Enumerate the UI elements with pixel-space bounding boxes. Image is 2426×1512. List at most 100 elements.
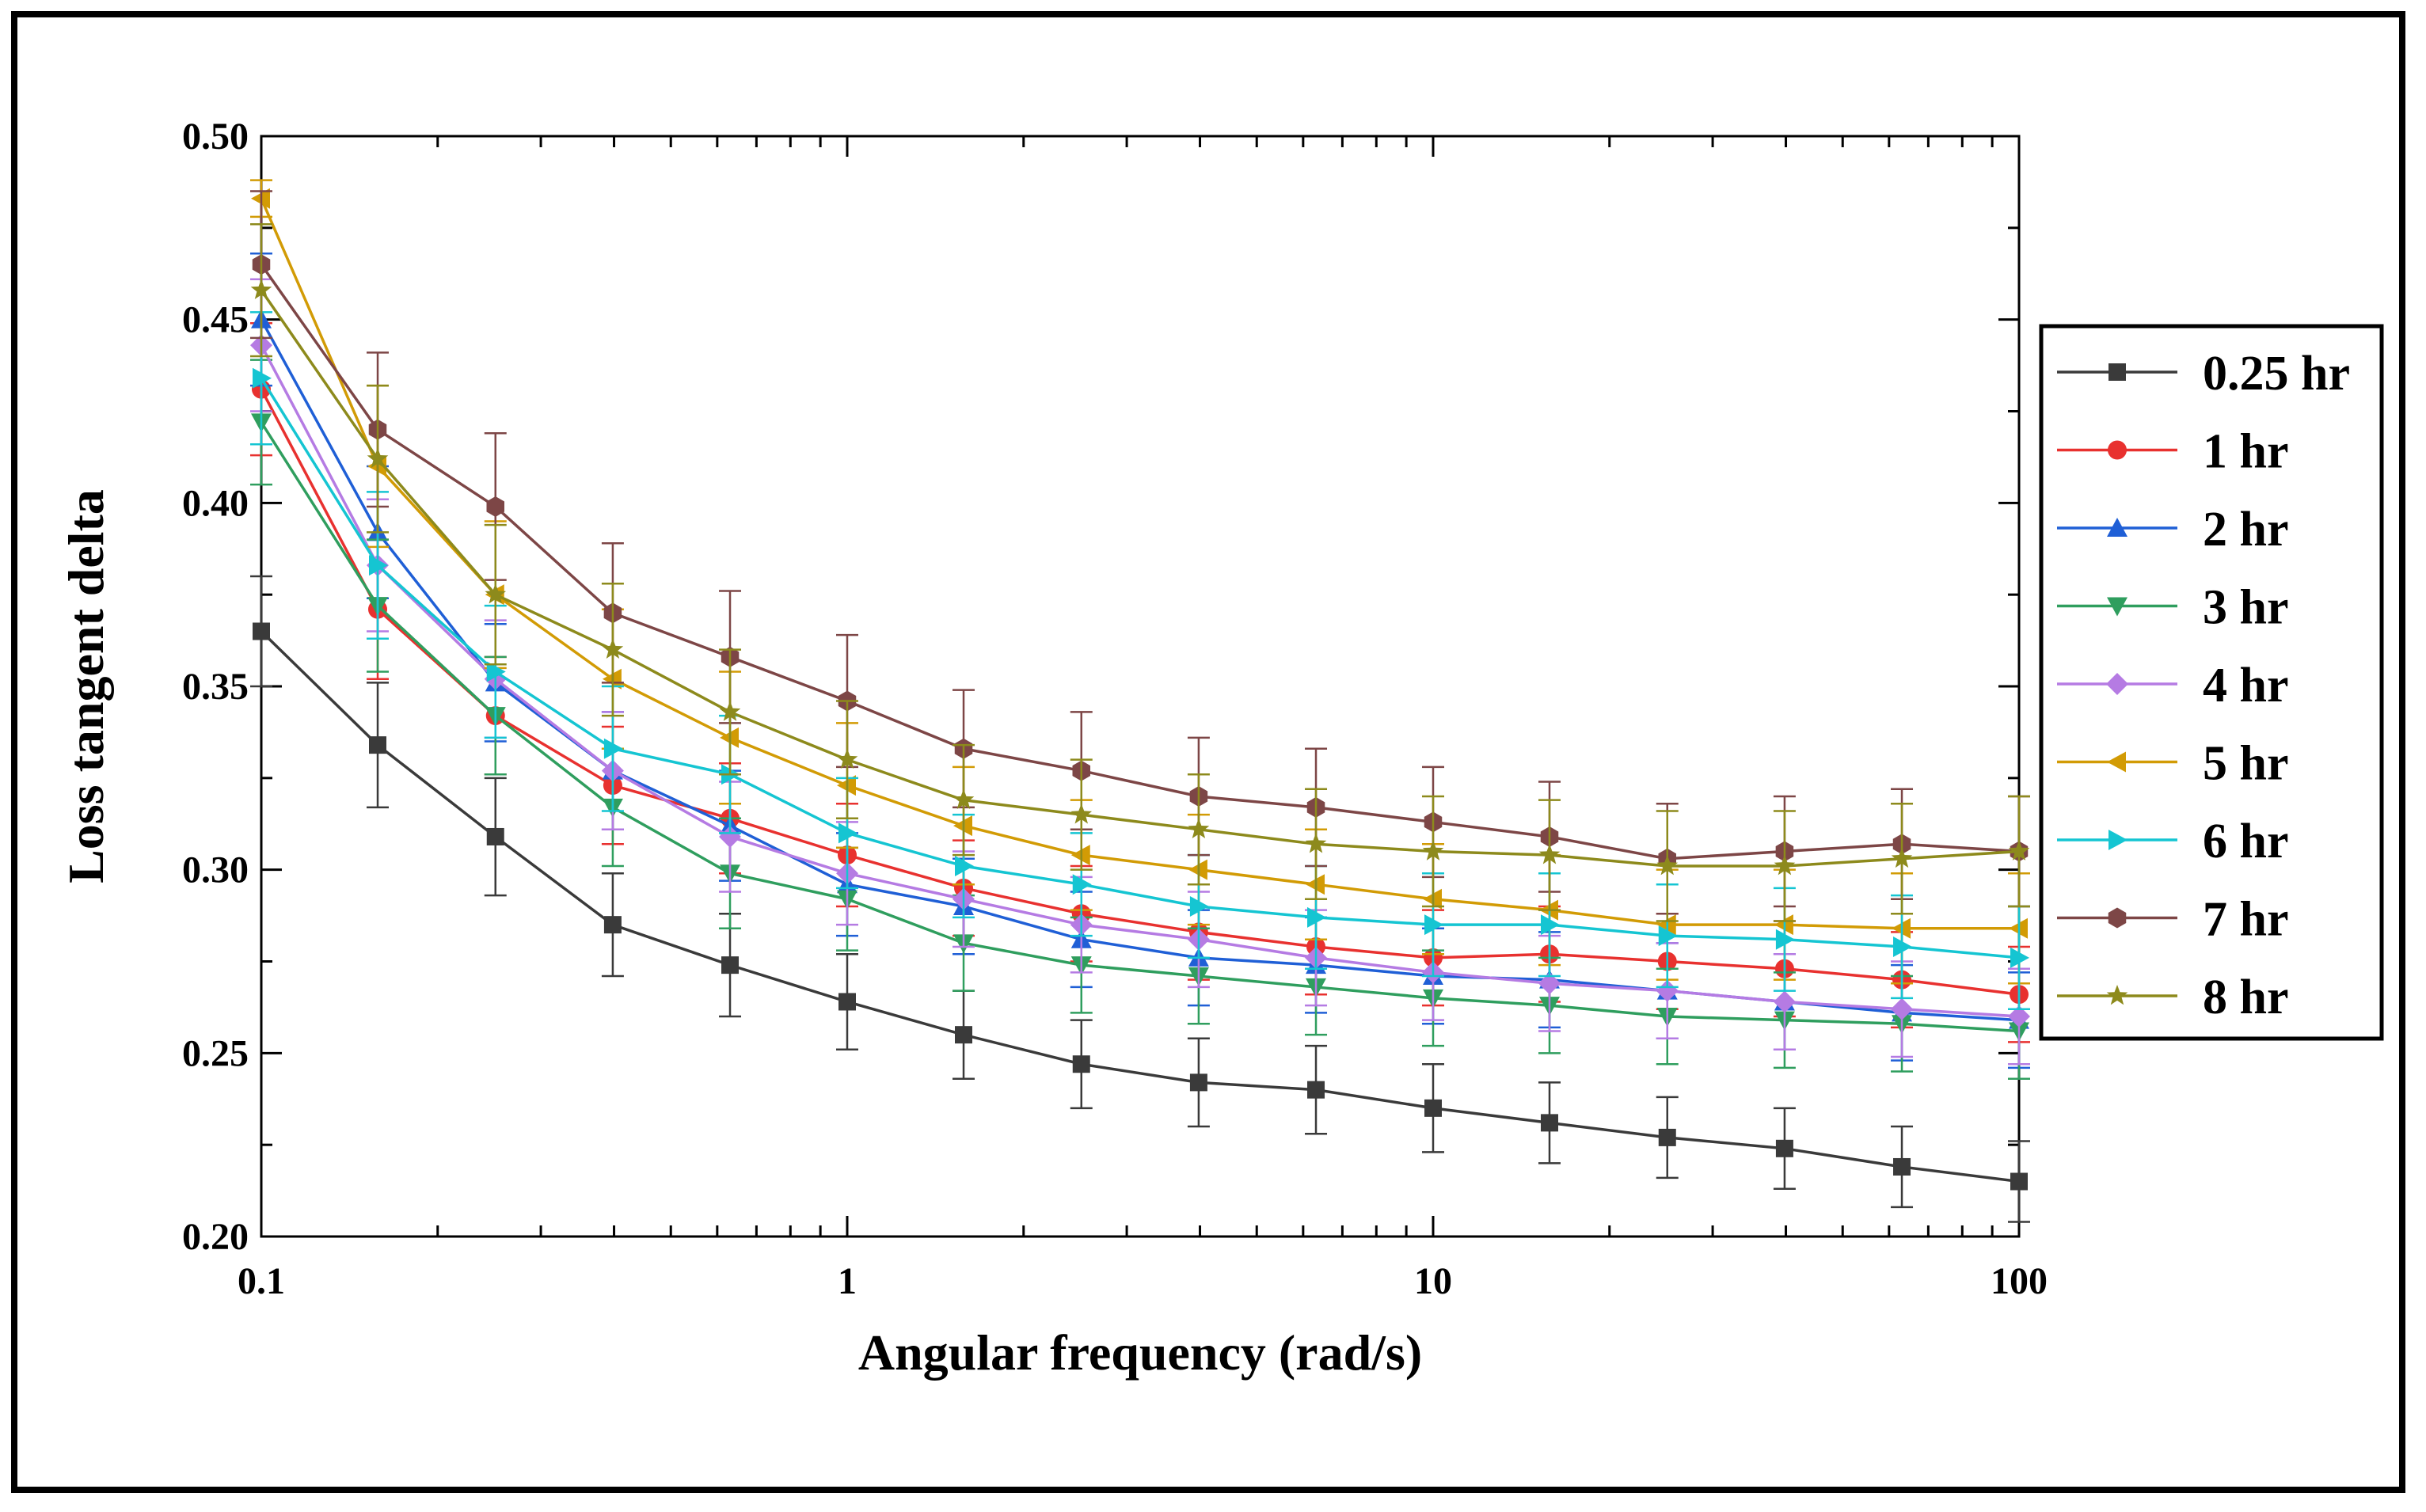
data-point xyxy=(1072,1055,1090,1073)
series-2-hr xyxy=(250,253,2030,1069)
legend-marker xyxy=(2107,518,2128,537)
series-7-hr xyxy=(250,190,2030,915)
data-point xyxy=(2008,1005,2030,1028)
data-point xyxy=(1891,847,1913,868)
legend-item-6-hr: 6 hr xyxy=(2057,815,2289,868)
data-point xyxy=(369,555,389,576)
legend-label: 0.25 hr xyxy=(2203,347,2350,401)
legend-item-7-hr: 7 hr xyxy=(2057,893,2289,947)
x-axis-ticks: 0.1 1 10 100 xyxy=(238,136,2048,1302)
data-point xyxy=(253,367,272,389)
legend-item-2-hr: 2 hr xyxy=(2057,503,2289,557)
y-tick-label: 0.30 xyxy=(182,849,249,891)
series-line xyxy=(260,318,2020,1022)
legend-box xyxy=(2039,324,2384,1041)
legend-marker xyxy=(2108,363,2126,381)
y-tick-label: 0.35 xyxy=(182,666,249,708)
x-tick-label: 10 xyxy=(1414,1260,1452,1302)
y-tick-label: 0.20 xyxy=(182,1216,249,1258)
data-point xyxy=(1189,1073,1207,1092)
legend: 0.25 hr 1 hr 2 hr 3 hr 4 hr 5 hr 6 hr 7 hr 8 hr xyxy=(2039,324,2384,1041)
data-point xyxy=(719,701,741,721)
y-tick-label: 0.45 xyxy=(182,299,249,341)
data-point xyxy=(369,736,387,754)
y-tick-label: 0.50 xyxy=(182,116,249,158)
legend-marker xyxy=(2108,907,2127,929)
data-point xyxy=(1893,936,1913,957)
legend-label: 8 hr xyxy=(2203,971,2289,1024)
series-5-hr xyxy=(250,179,2030,985)
data-point xyxy=(1305,833,1327,853)
data-point xyxy=(367,447,389,469)
data-point xyxy=(603,738,623,759)
legend-marker xyxy=(2106,673,2128,695)
data-point xyxy=(838,822,857,844)
data-point xyxy=(602,638,624,659)
data-point xyxy=(1422,840,1444,860)
plot-area xyxy=(260,135,2021,1238)
figure-frame xyxy=(11,11,2405,1493)
data-point xyxy=(1891,997,1914,1020)
x-tick-label: 100 xyxy=(1991,1260,2048,1302)
data-point xyxy=(721,956,740,974)
data-point xyxy=(250,279,272,299)
axes-group xyxy=(260,135,2021,1238)
data-point xyxy=(953,788,975,809)
data-point xyxy=(1538,844,1561,864)
y-tick-label: 0.40 xyxy=(182,482,249,524)
legend-label: 3 hr xyxy=(2203,581,2289,635)
data-point xyxy=(1072,874,1092,895)
series-3-hr xyxy=(250,359,2030,1081)
legend-item-1-hr: 1 hr xyxy=(2057,425,2289,479)
series-line xyxy=(260,198,2019,930)
data-point xyxy=(1424,914,1443,936)
data-point xyxy=(2010,947,2029,968)
legend-marker xyxy=(2107,751,2126,773)
data-point xyxy=(2010,1172,2028,1191)
data-point xyxy=(1773,990,1796,1013)
data-point xyxy=(1658,1128,1676,1146)
data-point xyxy=(603,916,622,934)
data-point xyxy=(1541,1114,1559,1132)
data-point xyxy=(1656,855,1679,876)
legend-label: 6 hr xyxy=(2203,815,2289,868)
data-point xyxy=(1774,855,1796,876)
data-point xyxy=(486,827,504,845)
legend-label: 2 hr xyxy=(2203,503,2289,557)
x-tick-label: 1 xyxy=(838,1260,857,1302)
legend-marker xyxy=(2106,985,2128,1005)
series-line xyxy=(260,630,2020,1183)
legend-marker xyxy=(2107,597,2128,617)
data-point xyxy=(1656,979,1679,1002)
data-point xyxy=(1541,914,1561,936)
series-line xyxy=(260,344,2020,1018)
data-point xyxy=(486,496,505,517)
y-axis-ticks: 0.20 0.25 0.30 0.35 0.40 0.45 0.50 xyxy=(182,116,2019,1258)
legend-item-0-25-hr: 0.25 hr xyxy=(2057,347,2350,401)
data-point xyxy=(1893,1157,1911,1176)
x-tick-label: 0.1 xyxy=(238,1260,285,1302)
series-0-25-hr xyxy=(250,575,2030,1223)
data-point xyxy=(1307,1081,1325,1099)
data-point xyxy=(836,748,858,769)
legend-label: 1 hr xyxy=(2203,425,2289,479)
legend-item-5-hr: 5 hr xyxy=(2057,737,2289,791)
series-1-hr xyxy=(250,322,2030,1043)
series-4-hr xyxy=(250,278,2030,1066)
data-point xyxy=(2008,840,2030,860)
data-point xyxy=(955,1026,973,1044)
data-point xyxy=(1538,972,1561,995)
data-point xyxy=(1424,1099,1442,1117)
legend-label: 5 hr xyxy=(2203,737,2289,791)
y-axis-title: Loss tangent delta xyxy=(58,489,114,883)
data-point xyxy=(955,856,975,877)
data-point xyxy=(485,583,507,604)
series-line xyxy=(260,264,2020,860)
data-point xyxy=(486,661,506,682)
legend-label: 4 hr xyxy=(2203,659,2289,712)
series-6-hr xyxy=(250,311,2030,1010)
legend-item-4-hr: 4 hr xyxy=(2057,659,2289,712)
series-line xyxy=(260,388,2020,996)
series-line xyxy=(260,421,2020,1033)
